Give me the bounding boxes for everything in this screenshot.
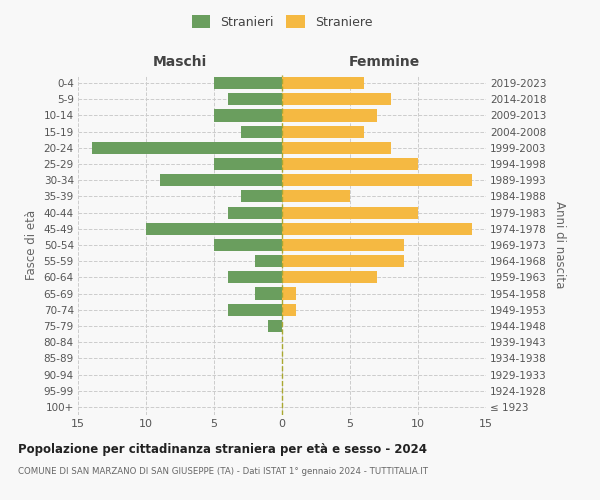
Text: COMUNE DI SAN MARZANO DI SAN GIUSEPPE (TA) - Dati ISTAT 1° gennaio 2024 - TUTTIT: COMUNE DI SAN MARZANO DI SAN GIUSEPPE (T…	[18, 468, 428, 476]
Bar	[282, 255, 404, 268]
Bar	[227, 304, 282, 316]
Bar	[241, 190, 282, 202]
Text: Maschi: Maschi	[153, 54, 207, 68]
Y-axis label: Fasce di età: Fasce di età	[25, 210, 38, 280]
Bar	[282, 126, 364, 138]
Bar	[214, 110, 282, 122]
Bar	[282, 142, 391, 154]
Legend: Stranieri, Straniere: Stranieri, Straniere	[188, 11, 376, 32]
Text: Popolazione per cittadinanza straniera per età e sesso - 2024: Popolazione per cittadinanza straniera p…	[18, 442, 427, 456]
Bar	[227, 206, 282, 218]
Bar	[282, 110, 377, 122]
Bar	[214, 239, 282, 251]
Bar	[146, 222, 282, 235]
Bar	[282, 239, 404, 251]
Bar	[282, 158, 418, 170]
Bar	[255, 255, 282, 268]
Bar	[241, 126, 282, 138]
Bar	[227, 272, 282, 283]
Text: Femmine: Femmine	[349, 54, 419, 68]
Bar	[268, 320, 282, 332]
Bar	[92, 142, 282, 154]
Bar	[282, 304, 296, 316]
Bar	[160, 174, 282, 186]
Bar	[282, 288, 296, 300]
Bar	[282, 190, 350, 202]
Bar	[282, 93, 391, 106]
Bar	[255, 288, 282, 300]
Bar	[214, 158, 282, 170]
Bar	[282, 222, 472, 235]
Bar	[282, 77, 364, 89]
Bar	[282, 272, 377, 283]
Bar	[282, 174, 472, 186]
Bar	[214, 77, 282, 89]
Bar	[282, 206, 418, 218]
Y-axis label: Anni di nascita: Anni di nascita	[553, 202, 566, 288]
Bar	[227, 93, 282, 106]
